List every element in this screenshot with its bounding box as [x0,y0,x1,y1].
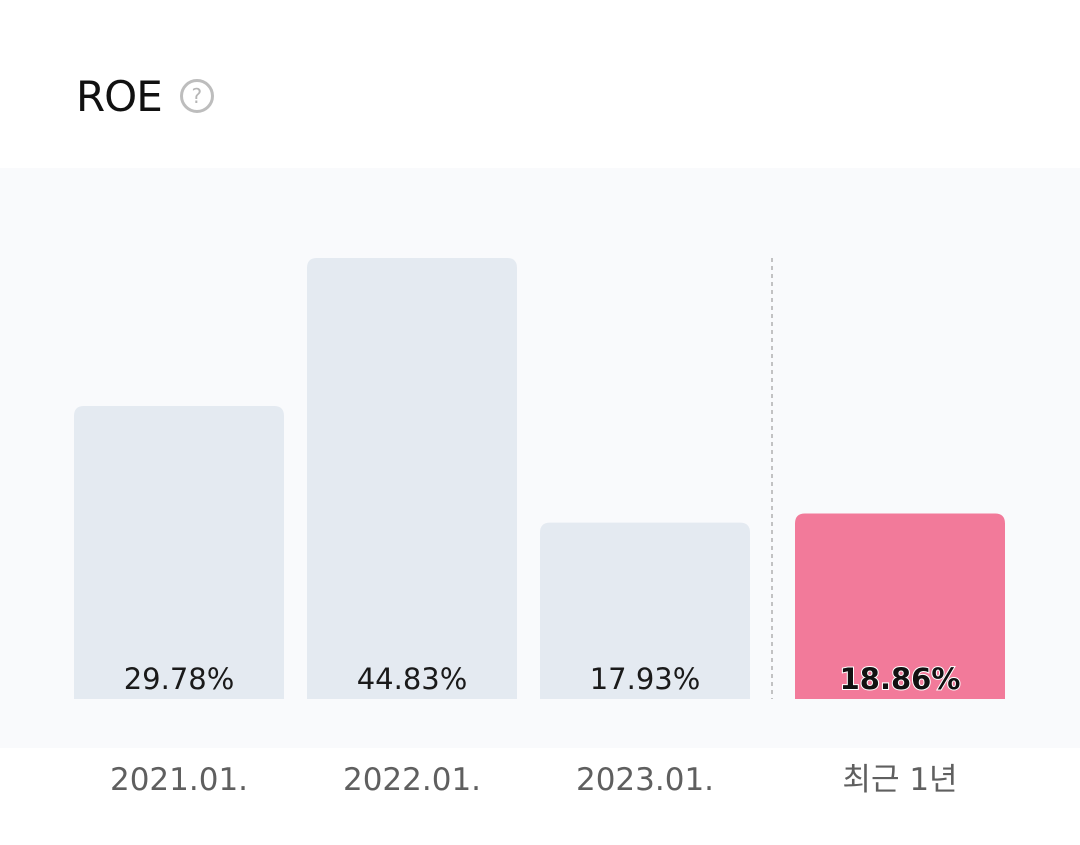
chart-header: ROE ? [76,68,214,124]
category-label-2: 2023.01. [576,762,714,798]
bar-0[interactable] [74,406,284,699]
category-label-1: 2022.01. [343,762,481,798]
chart-title: ROE [76,71,163,121]
value-label-2: 17.93% [590,662,701,696]
bar-2[interactable] [540,522,750,699]
category-label-3: 최근 1년 [842,762,957,798]
bar-3[interactable] [795,513,1005,699]
value-label-1: 44.83% [357,662,468,696]
value-label-0: 29.78% [124,662,235,696]
bar-1[interactable] [307,258,517,699]
question-circle-icon[interactable]: ? [179,79,214,113]
value-label-3: 18.86% [840,662,961,696]
category-label-0: 2021.01. [110,762,248,798]
